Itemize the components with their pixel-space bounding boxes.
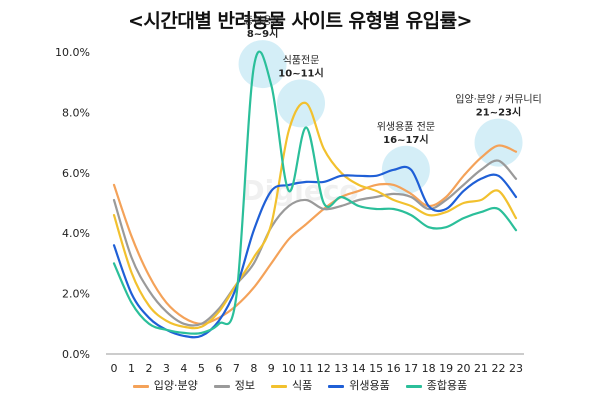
- annotation-label: 입양·분양 / 커뮤니티: [455, 93, 542, 106]
- series-line: [112, 50, 518, 335]
- x-tick-label: 0: [111, 362, 118, 375]
- annotation-label: 위생용품 전문: [377, 120, 435, 133]
- x-tick-label: 13: [334, 362, 348, 375]
- x-tick-label: 1: [128, 362, 135, 375]
- legend-label: 식품: [292, 379, 313, 392]
- x-tick-label: 20: [457, 362, 471, 375]
- x-tick-label: 16: [387, 362, 401, 375]
- y-tick-label: 6.0%: [62, 167, 90, 180]
- legend-swatch: [328, 384, 345, 388]
- legend-swatch: [271, 384, 287, 388]
- annotation-label: 종합용품: [244, 15, 281, 27]
- legend-label: 종합용품: [426, 379, 468, 392]
- legend-item: 식품: [271, 377, 312, 393]
- y-tick-label: 10.0%: [55, 46, 90, 59]
- series-line: [112, 159, 518, 327]
- x-tick-label: 17: [404, 362, 418, 375]
- y-tick-label: 2.0%: [62, 288, 90, 301]
- y-tick-label: 4.0%: [62, 227, 90, 240]
- legend-item: 입양·분양: [132, 377, 198, 393]
- annotation-time: 10~11시: [278, 67, 323, 79]
- chart-title: <시간대별 반려동물 사이트 유형별 유입률>: [128, 10, 472, 32]
- chart-legend: 입양·분양 정보 식품 위생용품 종합용품: [0, 377, 600, 393]
- annotation-time: 16~17시: [383, 134, 428, 146]
- legend-swatch: [405, 384, 422, 388]
- x-tick-label: 14: [352, 362, 366, 375]
- legend-label: 정보: [234, 379, 255, 392]
- legend-swatch: [132, 384, 149, 388]
- series-line: [112, 165, 518, 339]
- y-tick-label: 0.0%: [62, 348, 90, 361]
- x-tick-label: 5: [198, 362, 205, 375]
- x-tick-label: 3: [163, 362, 170, 375]
- x-tick-label: 8: [250, 362, 257, 375]
- legend-swatch: [213, 384, 230, 388]
- x-tick-label: 6: [215, 362, 222, 375]
- x-tick-label: 12: [317, 362, 331, 375]
- annotation-highlight: [381, 145, 430, 194]
- x-tick-label: 21: [474, 362, 488, 375]
- legend-item: 위생용품: [328, 377, 390, 393]
- x-tick-label: 22: [492, 362, 506, 375]
- legend-label: 입양·분양: [153, 379, 198, 392]
- annotation-time: 21~23시: [476, 107, 521, 119]
- legend-item: 정보: [213, 377, 255, 393]
- x-tick-label: 23: [509, 362, 523, 375]
- x-tick-label: 15: [369, 362, 383, 375]
- legend-item: 종합용품: [405, 377, 468, 393]
- legend-label: 위생용품: [349, 379, 390, 392]
- x-tick-label: 2: [145, 362, 152, 375]
- x-tick-label: 4: [180, 362, 187, 375]
- x-tick-label: 11: [299, 362, 313, 375]
- series-line: [112, 101, 518, 330]
- annotation-highlight: [474, 118, 523, 167]
- y-tick-label: 8.0%: [62, 106, 90, 119]
- annotation-label: 식품전문: [283, 54, 320, 66]
- x-tick-label: 18: [422, 362, 436, 375]
- x-tick-label: 19: [439, 362, 453, 375]
- series-line: [112, 144, 518, 325]
- x-tick-label: 9: [268, 362, 275, 375]
- x-tick-label: 7: [233, 362, 240, 375]
- x-tick-label: 10: [282, 362, 296, 375]
- annotation-highlight: [238, 40, 287, 89]
- watermark: Digieco: [241, 174, 358, 207]
- annotation-time: 8~9시: [247, 28, 279, 40]
